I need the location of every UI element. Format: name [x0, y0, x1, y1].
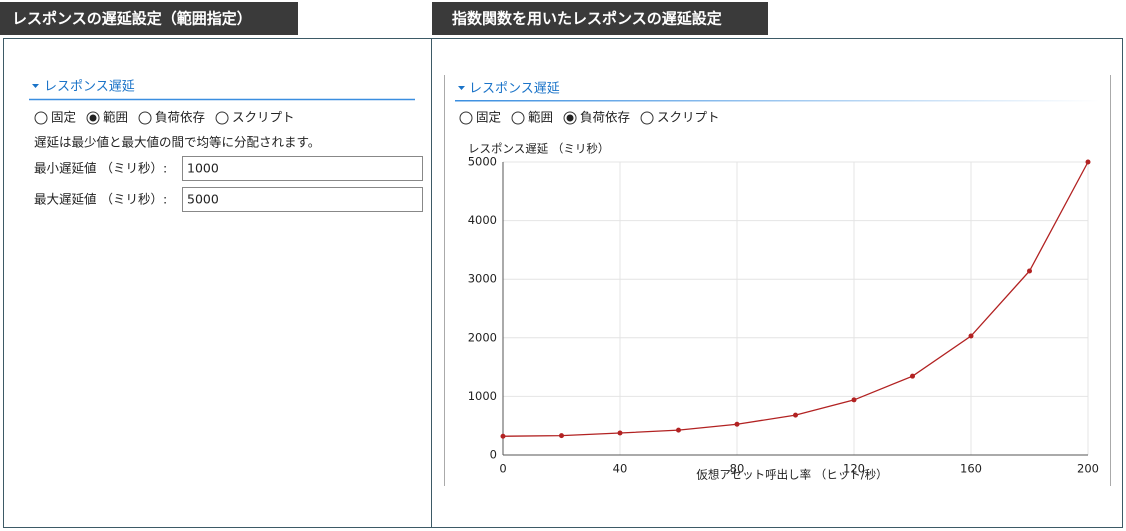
x-tick-label: 120 [843, 462, 865, 476]
radio[interactable] [34, 111, 48, 125]
radio[interactable] [640, 111, 654, 125]
point [910, 373, 915, 379]
radio[interactable] [138, 111, 152, 125]
field-label: 最大遅延値 （ミリ秒）: [34, 192, 167, 207]
field-label: 最小遅延値 （ミリ秒）: [34, 161, 167, 176]
collapse-icon[interactable] [458, 86, 465, 90]
point [1027, 268, 1032, 274]
x-tick-label: 200 [1077, 462, 1099, 476]
radio-label[interactable]: 範囲 [528, 110, 553, 125]
right-header: 指数関数を用いたレスポンスの遅延設定 [452, 10, 722, 28]
y-tick-label: 0 [490, 448, 497, 462]
input[interactable] [182, 187, 423, 212]
radio-label[interactable]: スクリプト [232, 110, 295, 125]
x-tick-label: 160 [960, 462, 982, 476]
radio-label[interactable]: 範囲 [103, 110, 128, 125]
point [617, 430, 623, 436]
y-axis-label: レスポンス遅延 （ミリ秒） [468, 142, 609, 156]
input-value[interactable]: 1000 [187, 161, 219, 176]
y-tick-label: 1000 [468, 389, 497, 403]
point [734, 421, 740, 427]
radio-label[interactable]: 負荷依存 [155, 110, 205, 125]
input[interactable] [182, 156, 423, 181]
input-value[interactable]: 5000 [187, 192, 219, 207]
section-title: レスポンス遅延 [44, 80, 135, 95]
radio-dot [89, 114, 97, 122]
x-tick-label: 80 [730, 462, 745, 476]
point [500, 433, 506, 439]
radio-label[interactable]: スクリプト [657, 110, 720, 125]
section-rule [455, 100, 1100, 102]
line [502, 161, 1089, 437]
radio[interactable] [215, 111, 229, 125]
point [1085, 159, 1091, 165]
left-header: レスポンスの遅延設定（範囲指定） [12, 10, 252, 28]
section-title: レスポンス遅延 [469, 82, 560, 97]
point [851, 397, 857, 403]
radio-label[interactable]: 固定 [476, 110, 501, 125]
point [793, 412, 798, 418]
point [559, 433, 564, 439]
left-header-bg [0, 2, 298, 35]
radio-dot [566, 114, 574, 122]
description: 遅延は最少値と最大値の間で均等に分配されます。 [34, 135, 320, 150]
radio[interactable] [511, 111, 525, 125]
y-tick-label: 2000 [468, 330, 497, 344]
x-tick-label: 0 [499, 462, 506, 476]
radio[interactable] [459, 111, 473, 125]
right-panel [431, 38, 1123, 528]
point [968, 333, 974, 339]
radio-label[interactable]: 負荷依存 [580, 110, 630, 125]
collapse-icon[interactable] [32, 84, 39, 88]
y-tick-label: 5000 [468, 155, 497, 169]
y-tick-label: 3000 [468, 272, 497, 286]
radio-label[interactable]: 固定 [51, 110, 76, 125]
point [676, 427, 681, 433]
x-axis-label: 仮想アセット呼出し率 （ヒット/秒） [696, 468, 887, 482]
x-tick-label: 40 [613, 462, 628, 476]
y-tick-label: 4000 [468, 213, 497, 227]
right-header-bg [432, 2, 768, 35]
